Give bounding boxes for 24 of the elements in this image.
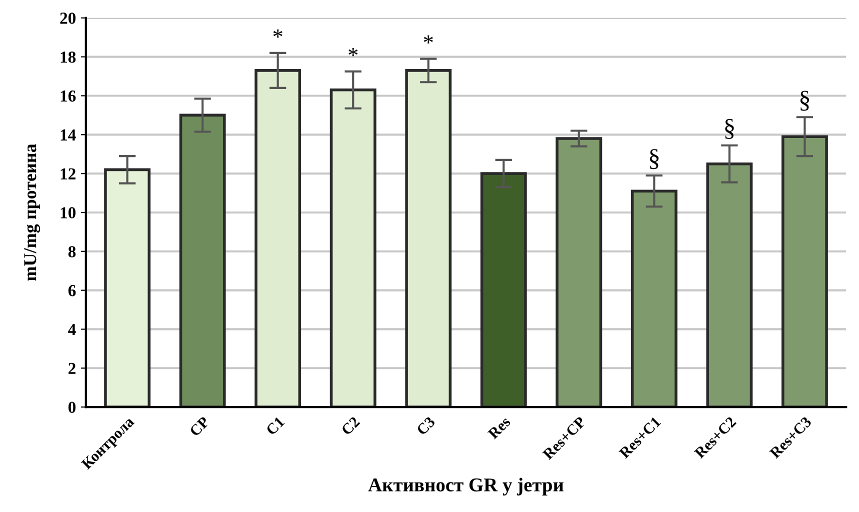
annotation: §	[800, 90, 810, 111]
x-tick-label: CP	[189, 416, 210, 437]
annotation: §	[650, 149, 659, 170]
annotation: §	[725, 118, 734, 139]
annotation: *	[424, 35, 433, 44]
y-tick-label: 12	[60, 168, 76, 180]
y-tick-label: 16	[60, 90, 76, 102]
y-tick-label: 8	[68, 246, 76, 258]
x-tick-label: C1	[266, 416, 285, 436]
y-axis-title: mU/mg протеина	[24, 144, 40, 281]
y-tick-label: 6	[68, 285, 76, 296]
annotation: *	[273, 29, 282, 38]
y-tick-label: 4	[68, 324, 76, 335]
y-tick-label: 2	[68, 362, 76, 374]
x-tick-label: C3	[416, 416, 436, 436]
y-tick-label: 0	[68, 402, 76, 413]
x-axis-title: Активност GR у јетри	[368, 478, 564, 496]
y-tick-label: 10	[60, 207, 76, 218]
y-tick-label: 18	[60, 52, 76, 63]
annotation: *	[348, 48, 358, 56]
y-tick-label: 14	[60, 129, 76, 140]
x-tick-label: Res	[487, 416, 511, 440]
x-tick-label: C2	[340, 416, 360, 436]
y-tick-label: 20	[60, 12, 76, 24]
